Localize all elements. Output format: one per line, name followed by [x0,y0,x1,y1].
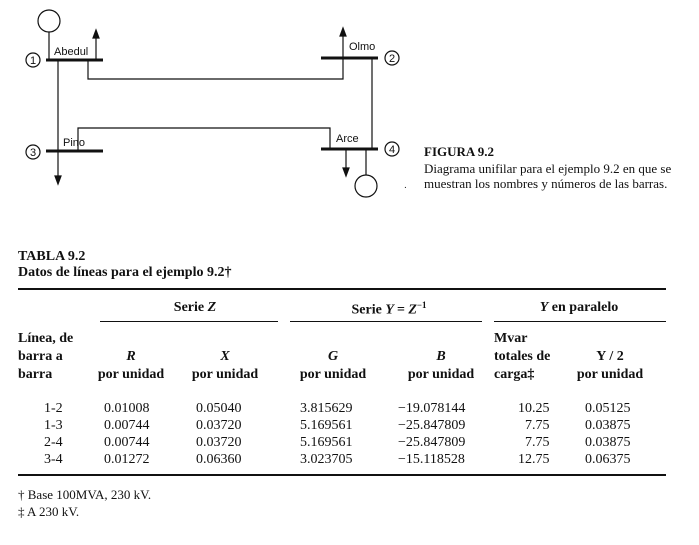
bus-number-2: 2 [389,53,395,65]
load-arrow-icon [54,175,62,186]
bus-number-1: 1 [30,55,36,67]
footnotes: † Base 100MVA, 230 kV. ‡ A 230 kV. [18,486,151,520]
col-header-x: X por unidad [191,349,259,382]
bus-name-2: Olmo [349,41,375,53]
bus-name-4: Arce [336,133,359,145]
group-header-series-z: Serie Z [173,300,217,315]
bus-number-3: 3 [30,147,36,159]
table-top-rule [18,288,666,290]
col-header-line: Línea, de barra a barra [18,331,74,382]
table-row: 1-2 0.01008 0.05040 3.815629 −19.078144 … [44,401,631,416]
bus-name-3: Pino [63,137,85,149]
col-header-mvar: Mvar totales de carga‡ [494,331,551,382]
generator-icon [37,9,61,33]
group-rule-series-z [100,321,278,322]
figure-caption: FIGURA 9.2 Diagrama unifilar para el eje… [424,144,684,191]
figure-caption-text: Diagrama unifilar para el ejemplo 9.2 en… [424,161,672,191]
generator-icon [354,174,378,198]
table-row: 2-4 0.00744 0.03720 5.169561 −25.847809 … [44,435,631,450]
table-title-block: TABLA 9.2 Datos de líneas para el ejempl… [18,249,231,281]
table-bottom-rule [18,474,666,476]
load-arrow-icon [339,26,347,37]
bus-name-1: Abedul [54,46,88,58]
group-header-series-y: Serie Y = Z−1 [351,300,427,318]
group-header-parallel: Y en paralelo [539,300,619,315]
group-rule-series-y [290,321,482,322]
table-row: 1-3 0.00744 0.03720 5.169561 −25.847809 … [44,418,631,433]
col-header-b: B por unidad [407,349,475,382]
bus-number-4: 4 [389,144,395,156]
col-header-y2: Y / 2 por unidad [576,349,644,382]
one-line-diagram: 1 2 3 4 Abedul Olmo Pino Arce . [25,9,407,198]
col-header-r: R por unidad [97,349,165,382]
load-arrow-icon [342,167,350,178]
footnote: † Base 100MVA, 230 kV. [18,487,152,502]
table-row: 3-4 0.01272 0.06360 3.023705 −15.118528 … [44,452,631,467]
table-title: TABLA 9.2 [18,249,86,264]
table-subtitle: Datos de líneas para el ejemplo 9.2† [18,265,232,280]
footnote: ‡ A 230 kV. [18,504,80,519]
stray-mark: . [404,180,407,191]
figure-title: FIGURA 9.2 [424,144,495,159]
col-header-g: G por unidad [299,349,367,382]
group-rule-parallel [494,321,666,322]
load-arrow-icon [92,28,100,39]
